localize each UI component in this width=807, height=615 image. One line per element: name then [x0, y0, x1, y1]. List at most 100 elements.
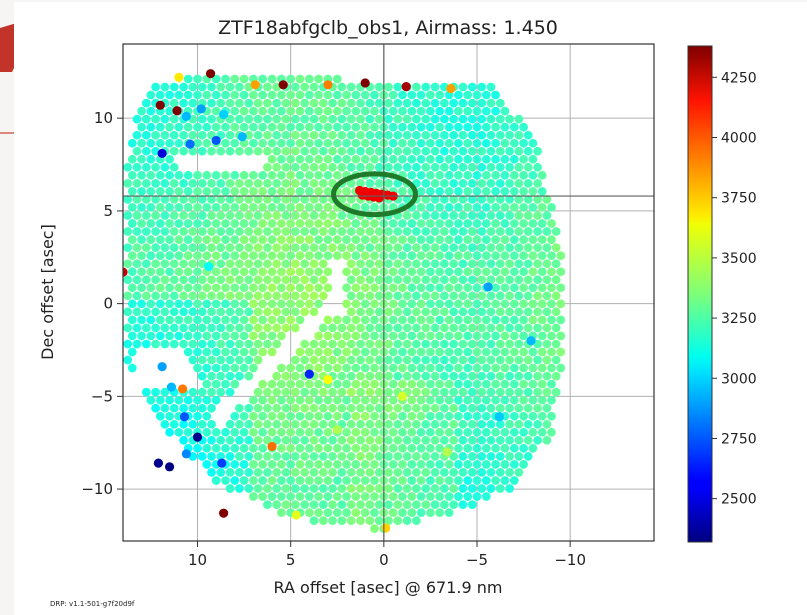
spaxel — [300, 82, 310, 92]
spaxel — [402, 419, 412, 429]
spaxel — [239, 283, 249, 293]
spaxel — [188, 211, 198, 220]
spaxel — [533, 179, 542, 188]
spaxel — [528, 170, 538, 180]
spaxel — [146, 283, 156, 293]
spaxel — [272, 387, 282, 397]
spaxel — [314, 363, 323, 373]
spaxel — [188, 339, 198, 349]
spaxel — [416, 138, 426, 148]
outlier-spaxel — [381, 523, 391, 533]
spaxel — [481, 347, 491, 357]
spaxel — [374, 355, 384, 365]
spaxel — [547, 347, 556, 357]
spaxel — [477, 211, 487, 220]
spaxel — [230, 315, 240, 325]
spaxel — [370, 347, 379, 357]
spaxel — [249, 492, 258, 501]
spaxel — [277, 267, 286, 277]
spaxel — [547, 331, 556, 341]
spaxel — [346, 435, 356, 445]
spaxel — [244, 484, 254, 493]
spaxel — [440, 323, 449, 333]
spaxel — [523, 259, 533, 269]
spaxel — [207, 275, 216, 285]
spaxel — [127, 267, 137, 277]
spaxel — [235, 307, 244, 317]
spaxel — [346, 227, 356, 236]
spaxel — [263, 484, 272, 493]
spaxel — [239, 347, 249, 357]
spaxel — [463, 203, 473, 212]
spaxel — [211, 299, 221, 309]
spaxel — [277, 427, 286, 437]
spaxel — [458, 162, 468, 172]
outlier-spaxel — [278, 80, 288, 90]
spaxel — [193, 170, 202, 180]
spaxel — [463, 347, 473, 357]
spaxel — [514, 291, 524, 301]
spaxel — [365, 387, 375, 397]
spaxel — [277, 219, 286, 228]
spaxel — [523, 291, 533, 301]
spaxel — [505, 259, 514, 269]
spaxel — [183, 187, 193, 196]
spaxel — [514, 179, 524, 188]
outlier-spaxel — [267, 441, 277, 452]
spaxel — [300, 307, 310, 317]
spaxel — [253, 275, 263, 285]
spaxel — [491, 347, 500, 357]
colorbar-tick-label: 2750 — [721, 431, 757, 447]
spaxel — [160, 179, 170, 188]
spaxel — [426, 203, 435, 212]
spaxel — [393, 162, 403, 172]
spaxel — [356, 259, 365, 269]
spaxel — [267, 299, 277, 309]
spaxel — [123, 307, 133, 317]
spaxel — [160, 227, 170, 236]
spaxel — [528, 379, 538, 389]
spaxel — [426, 90, 435, 100]
spaxel — [253, 98, 263, 108]
spaxel — [440, 500, 449, 509]
spaxel — [454, 106, 463, 116]
spaxel — [342, 122, 351, 132]
spaxel — [193, 363, 202, 373]
spaxel — [300, 259, 310, 269]
spaxel — [519, 267, 528, 277]
spaxel — [309, 211, 319, 220]
spaxel — [388, 443, 398, 453]
spaxel — [551, 259, 561, 269]
spaxel — [304, 283, 314, 293]
spaxel — [542, 195, 552, 204]
spaxel — [253, 452, 263, 461]
spaxel — [495, 452, 505, 461]
spaxel — [500, 154, 510, 164]
spaxel — [225, 307, 235, 317]
spaxel — [435, 331, 445, 341]
spaxel — [486, 243, 496, 252]
spaxel — [542, 227, 552, 236]
spaxel — [127, 331, 137, 341]
spaxel — [388, 106, 398, 116]
spaxel — [290, 259, 300, 269]
spaxel — [258, 170, 268, 180]
spaxel — [440, 355, 449, 365]
spaxel — [444, 411, 454, 421]
spaxel — [155, 267, 165, 277]
spaxel — [230, 187, 240, 196]
spaxel — [472, 315, 482, 325]
spaxel — [393, 114, 403, 124]
spaxel — [193, 122, 202, 132]
spaxel — [277, 315, 286, 325]
spaxel — [454, 138, 463, 148]
spaxel — [472, 122, 482, 132]
spaxel — [216, 339, 226, 349]
spaxel — [267, 283, 277, 293]
spaxel — [351, 476, 361, 485]
spaxel — [472, 476, 482, 485]
spaxel — [407, 122, 417, 132]
spaxel — [500, 427, 510, 437]
spaxel — [141, 114, 151, 124]
spaxel — [402, 452, 412, 461]
